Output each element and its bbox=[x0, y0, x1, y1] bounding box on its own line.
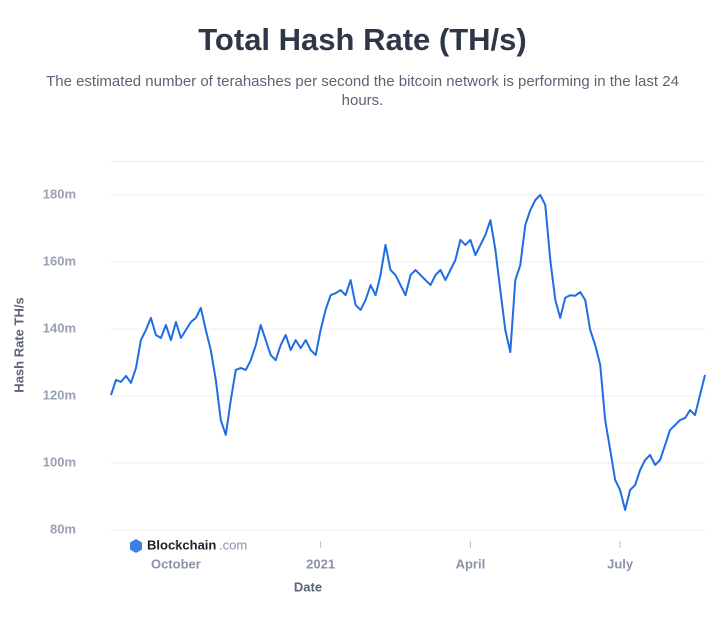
y-tick-label: 100m bbox=[43, 454, 76, 469]
watermark-brand: Blockchain bbox=[147, 537, 216, 552]
chart-subtitle: The estimated number of terahashes per s… bbox=[46, 73, 679, 109]
line-series bbox=[110, 194, 706, 511]
y-tick-label: 120m bbox=[43, 387, 76, 402]
x-tick-label: April bbox=[456, 556, 486, 571]
y-tick-label: 180m bbox=[43, 186, 76, 201]
y-axis-label: Hash Rate TH/s bbox=[11, 297, 26, 392]
x-tick-label: October bbox=[151, 556, 201, 571]
chart-title: Total Hash Rate (TH/s) bbox=[198, 22, 527, 57]
y-tick-label: 140m bbox=[43, 320, 76, 335]
x-tick-label: July bbox=[607, 556, 634, 571]
x-tick-label: 2021 bbox=[306, 556, 335, 571]
watermark-domain: .com bbox=[219, 537, 247, 552]
x-axis-label: Date bbox=[294, 579, 322, 594]
watermark-logo bbox=[130, 539, 142, 553]
y-tick-label: 160m bbox=[43, 253, 76, 268]
watermark: Blockchain .com bbox=[130, 537, 247, 553]
y-tick-label: 80m bbox=[50, 521, 76, 536]
